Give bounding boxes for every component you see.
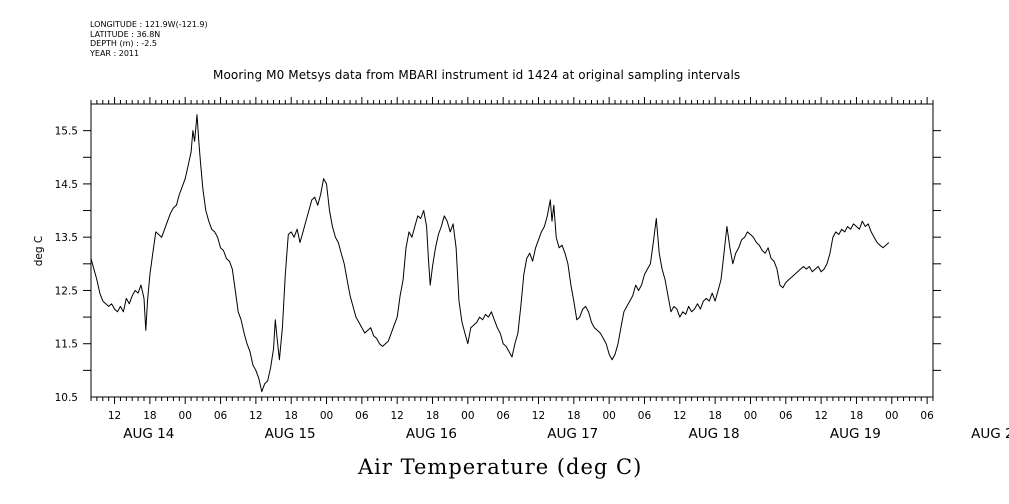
x-hour-label: 12	[673, 410, 686, 422]
x-hour-label: 18	[426, 410, 439, 422]
x-hour-label: 06	[638, 410, 652, 422]
x-hour-label: 18	[285, 410, 298, 422]
x-day-label: AUG 15	[265, 426, 316, 442]
x-hour-label: 06	[214, 410, 228, 422]
y-tick-label: 12.5	[55, 285, 78, 297]
x-hour-label: 00	[602, 410, 615, 422]
x-hour-label: 00	[885, 410, 898, 422]
longitude-label: LONGITUDE : 121.9W(-121.9)	[90, 20, 208, 29]
year-label: YEAR : 2011	[90, 48, 140, 58]
x-hour-label: 12	[532, 410, 545, 422]
x-hour-label: 18	[850, 410, 863, 422]
plot-frame	[90, 103, 934, 398]
depth-label: DEPTH (m) : -2.5	[90, 39, 157, 48]
x-hour-label: 18	[708, 410, 721, 422]
x-day-label: AUG 18	[689, 426, 740, 442]
latitude-label: LATITUDE : 36.8N	[90, 29, 161, 39]
y-tick-label: 14.5	[55, 179, 78, 191]
x-day-label: AUG 20	[971, 426, 1009, 442]
air-temperature-line	[90, 114, 890, 393]
x-hour-label: 00	[744, 410, 757, 422]
x-hour-label: 06	[779, 410, 793, 422]
x-day-label: AUG 17	[547, 426, 598, 442]
x-axis-label: Air Temperature (deg C)	[358, 455, 643, 479]
y-tick-label: 15.5	[55, 126, 78, 138]
x-hour-label: 12	[390, 410, 403, 422]
x-day-label: AUG 16	[406, 426, 457, 442]
x-hour-label: 18	[567, 410, 580, 422]
x-hour-label: 06	[355, 410, 369, 422]
x-hour-label: 18	[143, 410, 156, 422]
x-hour-label: 12	[814, 410, 827, 422]
y-tick-label: 13.5	[55, 232, 78, 244]
axis-ticks: 10.5 11.5 12.5 13.5 14.5 15.5 12 18 00 06 12 18 00 06…	[55, 97, 1009, 442]
y-tick-label: 10.5	[55, 392, 78, 404]
x-hour-label: 12	[108, 410, 121, 422]
chart-title: Mooring M0 Metsys data from MBARI instru…	[213, 68, 741, 82]
x-hour-label: 00	[320, 410, 333, 422]
x-day-label: AUG 19	[830, 426, 881, 442]
x-hour-label: 00	[179, 410, 192, 422]
x-day-label: AUG 14	[123, 426, 174, 442]
x-hour-label: 06	[920, 410, 934, 422]
station-metadata: LONGITUDE : 121.9W(-121.9) LATITUDE : 36…	[90, 20, 208, 58]
x-hour-label: 06	[496, 410, 510, 422]
x-hour-label: 00	[461, 410, 474, 422]
y-axis-label: deg C	[33, 236, 45, 266]
y-tick-label: 11.5	[55, 339, 78, 351]
series-layer	[90, 114, 890, 393]
x-hour-label: 12	[249, 410, 262, 422]
